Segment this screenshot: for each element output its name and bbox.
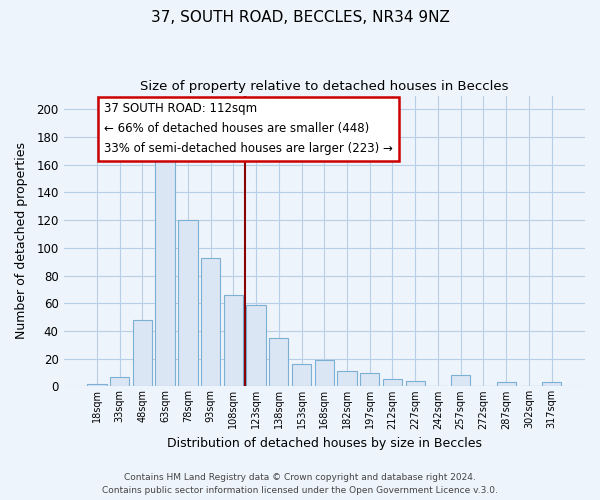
Bar bbox=[247, 304, 266, 386]
Bar bbox=[360, 372, 379, 386]
Bar bbox=[178, 220, 197, 386]
Bar bbox=[497, 382, 516, 386]
Bar bbox=[542, 382, 561, 386]
Bar bbox=[110, 376, 130, 386]
Bar bbox=[451, 376, 470, 386]
Bar bbox=[133, 320, 152, 386]
Y-axis label: Number of detached properties: Number of detached properties bbox=[15, 142, 28, 340]
Text: 37, SOUTH ROAD, BECCLES, NR34 9NZ: 37, SOUTH ROAD, BECCLES, NR34 9NZ bbox=[151, 10, 449, 25]
Bar bbox=[201, 258, 220, 386]
Bar bbox=[269, 338, 289, 386]
Title: Size of property relative to detached houses in Beccles: Size of property relative to detached ho… bbox=[140, 80, 509, 93]
X-axis label: Distribution of detached houses by size in Beccles: Distribution of detached houses by size … bbox=[167, 437, 482, 450]
Bar bbox=[406, 381, 425, 386]
Text: Contains HM Land Registry data © Crown copyright and database right 2024.
Contai: Contains HM Land Registry data © Crown c… bbox=[102, 474, 498, 495]
Bar bbox=[155, 155, 175, 386]
Bar bbox=[314, 360, 334, 386]
Bar bbox=[224, 295, 243, 386]
Text: 37 SOUTH ROAD: 112sqm
← 66% of detached houses are smaller (448)
33% of semi-det: 37 SOUTH ROAD: 112sqm ← 66% of detached … bbox=[104, 102, 392, 156]
Bar bbox=[292, 364, 311, 386]
Bar bbox=[337, 371, 356, 386]
Bar bbox=[383, 380, 402, 386]
Bar bbox=[87, 384, 107, 386]
